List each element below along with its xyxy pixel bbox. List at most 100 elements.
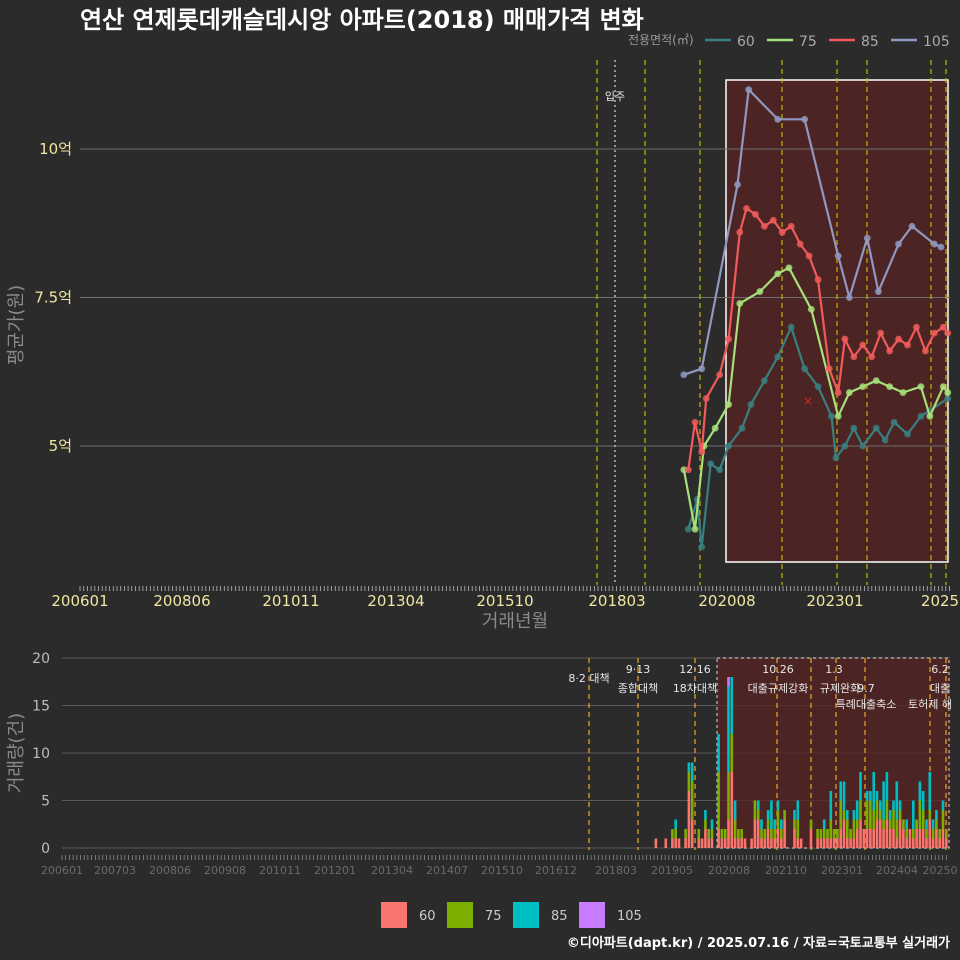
bar-x-tick-label: 200908 [204,864,246,877]
price-plot: 5억 7.5억 10억 입주 200601 200806 201011 201304 20151… [6,60,959,632]
data-point-85 [904,341,911,349]
bar-y-tick-label: 10 [32,746,50,762]
bar-x-tick-label: 201803 [595,864,637,877]
volume-bar-60 [875,819,879,848]
policy-annotation: 18차대책 [673,682,717,695]
bar-x-tick-label: 201011 [259,864,301,877]
data-point-105 [734,181,741,189]
data-point-75 [736,300,744,307]
volume-bar-60 [743,838,747,848]
data-point-60 [716,466,724,474]
volume-bar-60 [809,829,813,848]
volume-bar-60 [780,838,783,848]
volume-bar-75 [895,819,899,839]
data-point-85 [877,329,885,337]
x-axis-title: 거래년월 [482,611,548,632]
move-in-label: 입주 [605,90,625,103]
data-point-85 [743,205,750,212]
volume-bar-60 [707,838,710,848]
volume-bar-60 [915,829,918,848]
data-point-85 [684,466,692,474]
legend-title: 전용면적(㎡) [628,33,694,47]
data-point-60 [828,412,835,420]
data-point-85 [886,347,894,355]
volume-bar-60 [730,772,734,848]
data-point-60 [890,418,898,426]
volume-bar-75 [697,829,701,839]
volume-bar-85 [885,772,889,801]
data-point-105 [774,115,782,123]
data-point-105 [698,365,706,373]
data-point-105 [745,86,753,93]
volume-bar-60 [852,838,856,848]
x-tick-label: 2025 [921,592,959,610]
volume-bar-75 [836,829,839,839]
volume-bar-75 [849,829,852,839]
volume-bar-75 [776,810,780,829]
volume-bar-60 [879,819,882,848]
data-point-75 [756,288,764,295]
data-point-85 [778,228,786,236]
volume-bar-75 [720,829,724,839]
data-point-60 [747,401,755,408]
volume-bar-85 [829,791,833,820]
data-point-105 [845,294,853,301]
data-point-75 [939,383,947,390]
volume-bar-60 [829,838,833,848]
volume-bar-85 [704,810,707,820]
y-axis-title: 평균가(원) [6,285,27,365]
volume-bar-75 [839,800,842,829]
volume-bar-75 [915,819,918,829]
volume-bar-85 [733,800,737,820]
volume-bar-75 [730,734,734,772]
bottom-legend-label-85: 85 [551,909,568,924]
volume-bar-60 [796,838,800,848]
volume-bar-60 [836,838,839,848]
volume-bar-60 [704,829,707,848]
volume-bar-85 [690,762,694,782]
volume-bar-85 [928,772,932,810]
data-point-60 [760,377,768,385]
volume-bar-85 [865,791,869,801]
volume-bar-85 [796,800,800,820]
volume-bar-85 [760,819,763,829]
volume-bar-60 [892,829,895,848]
data-point-105 [875,288,882,295]
volume-bar-60 [849,838,852,848]
volume-bar-75 [733,819,737,839]
volume-bar-75 [865,800,869,829]
volume-bar-75 [872,810,875,829]
volume-bar-75 [690,781,694,820]
volume-bar-85 [935,810,938,820]
policy-annotation: 종합대책 [618,682,658,695]
volume-bar-60 [720,838,724,848]
legend-label-75: 75 [799,34,817,50]
volume-bar-75 [928,810,932,820]
volume-bar-85 [727,686,730,772]
volume-bar-85 [872,772,875,810]
legend-label-85: 85 [861,34,879,50]
volume-bar-75 [707,829,710,839]
data-point-85 [702,395,710,402]
volume-bar-60 [753,819,757,848]
data-point-60 [684,525,692,533]
volume-bar-75 [912,829,915,839]
volume-bar-75 [723,829,727,839]
volume-bar-85 [888,810,892,820]
policy-annotation: 9·13 [626,663,651,676]
volume-bar-60 [763,838,767,848]
volume-bar-60 [664,838,668,848]
data-point-85 [736,228,744,236]
volume-bar-60 [674,838,677,848]
volume-bar-75 [869,800,872,829]
volume-bar-60 [859,819,862,848]
bar-y-tick-label: 5 [41,794,50,810]
volume-bar-60 [819,838,823,848]
policy-annotation: 6.2 [931,663,949,676]
data-point-75 [944,389,952,396]
data-point-60 [787,323,795,331]
data-point-60 [801,365,809,373]
volume-bar-75 [826,829,829,839]
bar-x-tick-label: 200703 [94,864,136,877]
volume-bar-60 [888,829,892,848]
